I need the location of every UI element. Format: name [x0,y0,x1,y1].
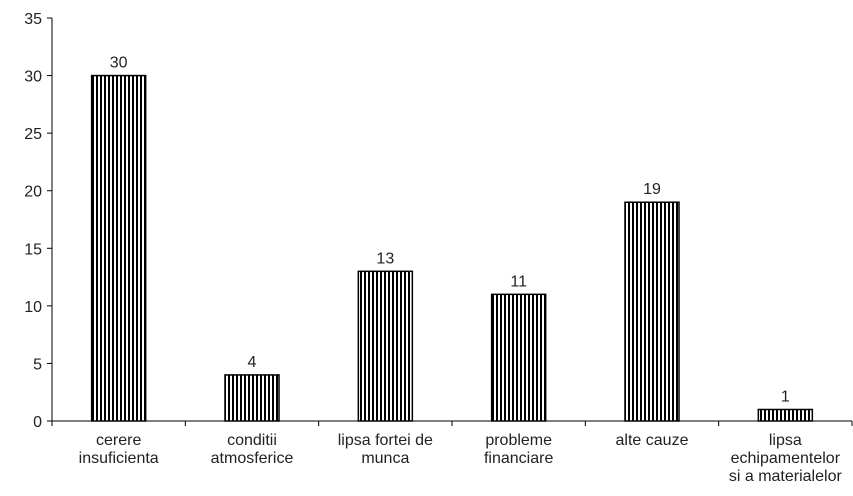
y-tick-label: 35 [24,11,42,28]
bar [224,374,280,422]
bar [490,293,547,422]
x-tick-label: alte cauze [616,432,689,449]
x-tick-label: conditii atmosferice [211,432,294,467]
y-tick-label: 10 [24,299,42,316]
y-tick-label: 25 [24,126,42,143]
x-tick-label: lipsa echipamentelor si a materialelor [729,432,843,485]
x-tick-label: cerere insuficienta [79,432,159,467]
value-label: 4 [248,354,257,371]
y-tick-label: 15 [24,241,42,258]
value-label: 13 [376,250,394,267]
bar [757,408,814,422]
value-label: 19 [643,181,661,198]
bar [624,201,680,422]
value-label: 1 [781,388,790,405]
value-label: 30 [110,55,128,72]
bar [357,270,414,422]
value-label: 11 [510,273,527,290]
bar [90,74,147,422]
y-tick-label: 20 [24,184,42,201]
y-tick-label: 5 [33,356,42,373]
y-tick-label: 30 [24,69,42,86]
y-tick-label: 0 [33,414,42,431]
x-tick-label: probleme financiare [484,432,553,467]
x-tick-label: lipsa fortei de munca [338,432,433,467]
